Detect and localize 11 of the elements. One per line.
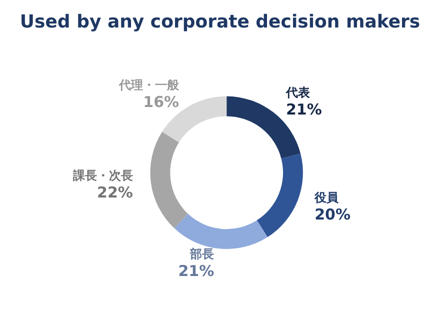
data-label: 21% — [286, 100, 322, 119]
slice-label: 代表 — [284, 86, 311, 100]
slice-label: 代理・一般 — [118, 78, 180, 92]
data-label: 22% — [97, 183, 133, 202]
slice-label: 役員 — [314, 190, 340, 204]
data-label: 20% — [314, 205, 351, 224]
chart-title: Used by any corporate decision makers — [20, 12, 420, 32]
data-label: 21% — [178, 262, 214, 280]
data-label: 16% — [143, 92, 180, 111]
slice-label: 課長・次長 — [72, 168, 133, 182]
slice-label: 部長 — [189, 247, 214, 262]
